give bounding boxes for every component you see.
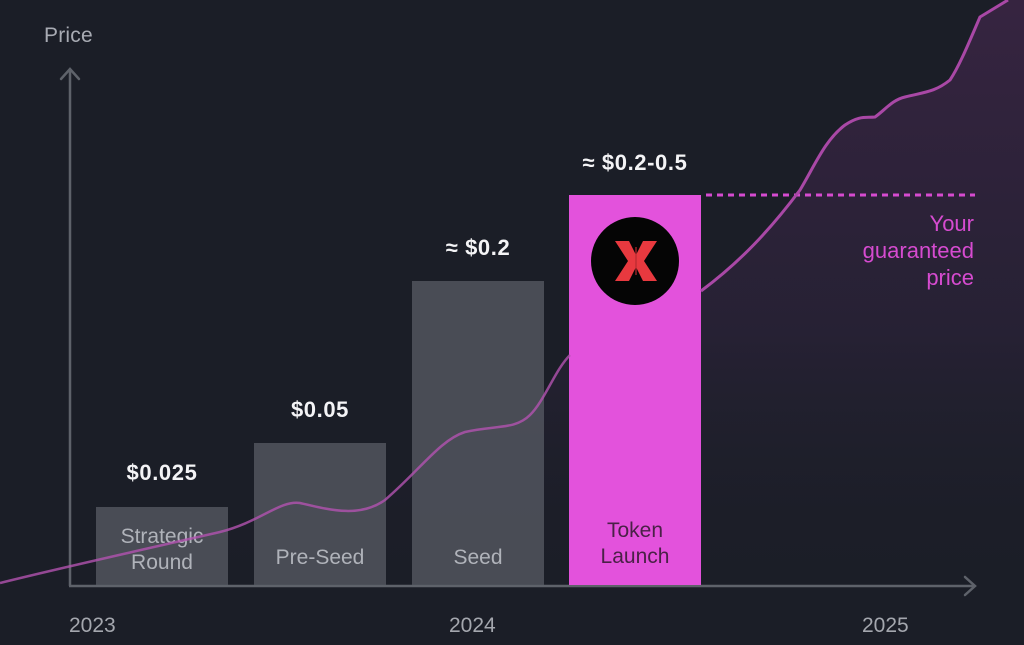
x-tick-2025: 2025 bbox=[862, 614, 909, 637]
x-axis-arrow-icon bbox=[963, 575, 977, 597]
bar-label-line1: Strategic bbox=[120, 525, 204, 548]
bar-strategic-round: Strategic Round bbox=[96, 507, 228, 585]
bar-label-line1: Token bbox=[606, 519, 664, 542]
annotation-line3: price bbox=[926, 265, 974, 290]
trend-area bbox=[0, 0, 1024, 600]
price-label-strategic: $0.025 bbox=[126, 460, 198, 485]
guaranteed-price-annotation: Your guaranteed price bbox=[863, 210, 974, 291]
x-tick-2024: 2024 bbox=[449, 614, 496, 637]
x-tick-2023: 2023 bbox=[69, 614, 116, 637]
annotation-line1: Your bbox=[929, 211, 974, 236]
price-label-seed: ≈ $0.2 bbox=[445, 235, 511, 260]
x-logo-icon bbox=[591, 217, 679, 305]
bar-pre-seed: Pre-Seed bbox=[254, 443, 386, 585]
annotation-line2: guaranteed bbox=[862, 238, 974, 263]
bar-label-line1: Pre-Seed bbox=[275, 546, 365, 569]
price-label-preseed: $0.05 bbox=[290, 397, 350, 422]
price-label-token: ≈ $0.2-0.5 bbox=[582, 150, 688, 175]
y-axis-title: Price bbox=[44, 24, 93, 47]
bar-token-launch: Token Launch bbox=[569, 195, 701, 585]
bar-label-line2: Launch bbox=[600, 545, 670, 568]
y-axis-arrow-icon bbox=[59, 67, 81, 81]
bar-seed: Seed bbox=[412, 281, 544, 585]
bar-label-line2: Round bbox=[131, 551, 193, 574]
bar-label-line1: Seed bbox=[453, 546, 503, 569]
